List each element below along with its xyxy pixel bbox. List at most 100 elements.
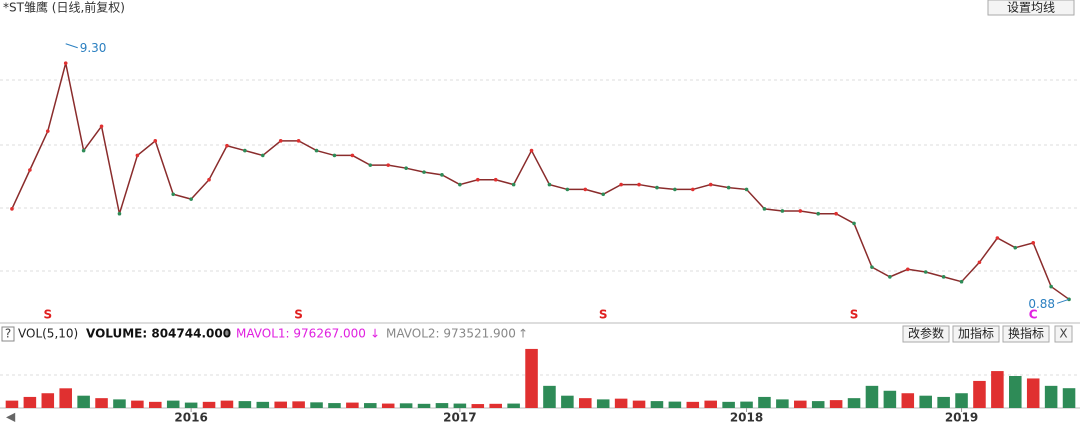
volume-bar [776,399,789,408]
price-point [601,192,606,197]
price-point [780,209,785,213]
volume-bar [883,390,897,408]
volume-bar [829,400,843,408]
price-point [28,168,32,172]
volume-bar [632,400,646,408]
price-point [45,129,50,133]
indicator-button[interactable] [1002,325,1050,343]
volume-bar [310,402,323,408]
indicator-button-label[interactable]: 改参数 [908,326,944,341]
price-point [511,182,516,187]
price-point [583,187,588,192]
price-point [296,139,301,143]
price-point [243,148,247,153]
x-tick-label: 2016 [174,411,207,425]
volume-bar [77,395,90,408]
volume-bar [543,385,556,408]
price-point [278,139,283,143]
volume-bar [184,402,198,408]
volume-bar [704,400,717,408]
mavol1-arrow: ↓ [370,327,380,341]
price-point [314,148,319,153]
price-point [941,275,946,279]
volume-bar [471,404,485,408]
volume-bar [973,380,986,408]
volume-bar [166,400,180,408]
volume-bar [113,399,126,408]
volume-bar [955,393,968,408]
volume-bar [525,348,538,408]
indicator-button-label[interactable]: 换指标 [1008,326,1044,341]
x-tick-label: 2018 [730,411,763,425]
price-point [153,139,158,143]
price-point [690,187,695,192]
price-point [225,143,229,148]
scroll-left[interactable]: ◀ [6,410,16,424]
volume-bar [274,401,287,408]
volume-bar [202,401,216,408]
price-point [637,182,641,187]
price-point [207,177,211,182]
price-point [493,177,498,182]
volume-bar [399,403,413,408]
price-point [440,173,444,177]
price-point [888,275,892,279]
volume-bar [937,396,950,408]
price-point [475,177,480,182]
volume-bar [1044,385,1058,408]
volume-bar [1009,376,1022,408]
volume-bar [811,401,825,408]
signal-marker: S [599,308,608,322]
price-point [386,163,391,167]
price-point [404,166,408,170]
price-point [260,153,265,158]
price-point [368,163,373,167]
annotation-arrow [1056,298,1070,304]
price-point [63,61,68,65]
volume-bar [41,393,55,408]
price-point [422,170,426,174]
volume-bar [59,388,72,408]
price-point [708,182,713,187]
indicator-button-label[interactable]: 加指标 [958,326,994,341]
volume-bar [722,401,735,408]
price-point [332,153,337,158]
volume-bar [238,401,252,408]
indicator-button[interactable] [952,325,1000,343]
price-point [834,211,838,216]
price-point [99,124,104,129]
signal-marker: S [294,308,303,322]
help[interactable]: ? [5,327,11,341]
price-point [798,209,803,213]
price-point [171,192,176,197]
price-point [117,211,122,216]
volume-bar [847,398,861,408]
price-point [673,187,677,192]
price-point [1013,245,1018,250]
volume-bar [328,403,341,408]
price-point [959,279,964,284]
price-point [547,182,552,187]
volume-bar [256,401,270,408]
x-tick-label: 2019 [945,411,978,425]
volume-bar [901,393,915,408]
volume-bar [614,398,628,408]
volume-bar [561,395,574,408]
close-box[interactable] [1054,325,1073,343]
volume-bar [95,398,108,408]
price-point [529,148,534,153]
indicator-button[interactable] [902,325,950,343]
ma-button[interactable] [987,0,1075,16]
price-point [350,153,355,158]
volume-bar [220,400,234,408]
price-point [135,153,140,158]
volume-bar [507,403,520,408]
price-point [726,185,731,190]
volume-bar [758,396,771,408]
ma-button-label[interactable]: 设置均线 [1007,1,1055,15]
help-box[interactable] [1,326,15,342]
signal-marker: S [850,308,859,322]
close[interactable]: X [1059,327,1067,341]
price-point [10,207,14,211]
